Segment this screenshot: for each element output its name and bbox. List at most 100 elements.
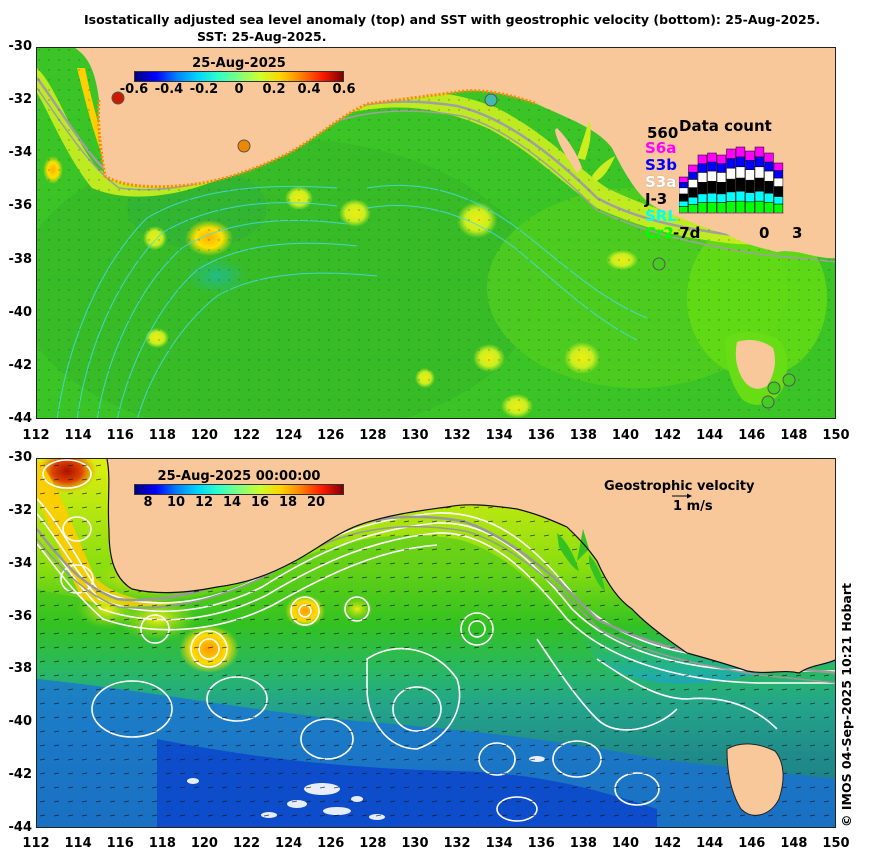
x-tick-label: 112 — [22, 428, 50, 443]
y-tick-label: -34 — [8, 555, 33, 571]
sea-level-anomaly-map[interactable]: 25-Aug-2025 -0.6 -0.4 -0.2 0 0.2 0.4 0.6 Data … — [36, 47, 836, 419]
x-tick-label: 116 — [106, 836, 134, 851]
sst-colorbar: 25-Aug-2025 00:00:00 8 10 12 14 16 18 20 — [134, 469, 344, 511]
data-count-bar-segment — [745, 201, 755, 214]
y-tick-label: -42 — [8, 767, 33, 783]
velocity-legend-scale: 1 m/s — [673, 499, 713, 514]
figure-title: Isostatically adjusted sea level anomaly… — [84, 12, 821, 27]
satellite-label: S6a — [645, 139, 677, 157]
data-count-bar-segment — [688, 171, 698, 180]
x-tick-label: 122 — [232, 428, 261, 443]
data-count-bar-segment — [707, 180, 717, 194]
data-count-bar-segment — [754, 190, 765, 202]
colorbar-tick-label: -0.6 — [119, 82, 149, 97]
x-tick-label: 134 — [485, 428, 513, 443]
data-count-bar-segment — [707, 152, 717, 163]
x-tick-label: 128 — [359, 836, 387, 851]
colorbar-tick-label: 18 — [278, 495, 298, 510]
y-tick-label: -44 — [8, 820, 33, 835]
x-tick-label: 130 — [401, 428, 429, 443]
data-count-bar-segment — [754, 177, 765, 192]
colorbar-tick-label: 16 — [250, 495, 270, 510]
data-count-bar-segment — [745, 150, 755, 161]
sst-colorbar-gradient — [134, 484, 344, 495]
colorbar-tick-label: 12 — [194, 495, 214, 510]
y-tick-label: -38 — [8, 251, 33, 267]
colorbar-tick-label: -0.4 — [154, 82, 184, 97]
y-tick-label: -34 — [8, 145, 33, 161]
data-count-bar-segment — [707, 201, 717, 214]
data-count-xlabel-end: 3 — [792, 224, 803, 242]
colorbar-tick-label: 0.6 — [332, 82, 356, 97]
sst-velocity-map[interactable]: 25-Aug-2025 00:00:00 8 10 12 14 16 18 20 — [36, 458, 836, 828]
data-count-bar-segment — [764, 170, 774, 182]
sla-colorbar-gradient — [134, 71, 344, 82]
data-count-bar-segment — [697, 182, 708, 195]
data-count-bar-segment — [679, 176, 689, 183]
colorbar-tick-label: 8 — [143, 495, 153, 510]
sla-colorbar-labels: -0.6 -0.4 -0.2 0 0.2 0.4 0.6 — [120, 82, 356, 98]
data-count-bar-segment — [764, 152, 774, 163]
sla-colorbar: 25-Aug-2025 -0.6 -0.4 -0.2 0 0.2 0.4 0.6 — [120, 56, 356, 98]
y-tick-label: -30 — [8, 450, 33, 465]
data-count-bar-segment — [697, 154, 708, 164]
data-count-bar-segment — [707, 192, 717, 203]
data-count-legend: Data count 560 S6a S3b S3a J-3 SRL Cr2 -7d 0 … — [645, 117, 815, 242]
x-tick-label: 138 — [569, 836, 597, 851]
data-count-bar-segment — [754, 146, 765, 158]
x-tick-label: 126 — [317, 836, 345, 851]
x-tick-label: 148 — [780, 428, 808, 443]
data-count-bar-segment — [697, 172, 708, 183]
credit-text: © IMOS 04-Sep-2025 10:21 Hobart — [839, 583, 854, 827]
satellite-label: S3a — [645, 173, 677, 191]
data-count-bar-segment — [745, 160, 755, 170]
x-tick-label: 134 — [485, 836, 513, 851]
colorbar-tick-label: 10 — [166, 495, 186, 510]
data-count-bar-segment — [679, 193, 689, 202]
data-count-bar-segment — [697, 193, 708, 203]
x-tick-label: 120 — [190, 428, 218, 443]
x-tick-label: 126 — [317, 428, 345, 443]
data-count-bar-segment — [735, 190, 746, 202]
sst-colorbar-title: 25-Aug-2025 00:00:00 — [157, 469, 321, 484]
data-count-bar-segment — [745, 192, 755, 203]
x-tick-label: 146 — [738, 836, 766, 851]
y-tick-label: -32 — [8, 502, 33, 518]
velocity-scale-arrow-icon — [672, 493, 692, 499]
colorbar-tick-label: 0.2 — [262, 82, 286, 97]
data-count-bar-segment — [764, 201, 774, 214]
data-count-bar-segment — [764, 192, 774, 203]
data-count-bar-segment — [697, 202, 708, 214]
data-count-bar-segment — [735, 200, 746, 214]
data-count-bar-segment — [716, 163, 727, 173]
colorbar-tick-label: 0.4 — [297, 82, 321, 97]
x-tick-label: 146 — [738, 428, 766, 443]
x-tick-label: 150 — [822, 428, 850, 443]
y-tick-label: -36 — [8, 198, 33, 214]
x-tick-label: 118 — [148, 428, 176, 443]
data-count-bar-segment — [688, 164, 698, 173]
colorbar-tick-label: 0 — [234, 82, 244, 97]
x-tick-label: 140 — [611, 836, 640, 851]
y-tick-label: -38 — [8, 661, 33, 677]
data-count-bar-segment — [726, 191, 736, 202]
data-count-bar-segment — [735, 156, 746, 168]
x-tick-label: 120 — [190, 836, 218, 851]
data-count-bar-segment — [754, 166, 765, 179]
x-tick-label: 114 — [64, 836, 92, 851]
data-count-bars — [679, 146, 784, 214]
data-count-bar-segment — [735, 146, 746, 158]
x-tick-label: 132 — [443, 428, 471, 443]
data-count-bar-segment — [773, 186, 784, 197]
x-tick-label: 138 — [569, 428, 597, 443]
data-count-bar-segment — [679, 182, 689, 189]
y-tick-label: -32 — [8, 92, 33, 108]
data-count-bar-segment — [773, 196, 784, 205]
x-tick-label: 124 — [275, 836, 303, 851]
data-count-bar-segment — [679, 206, 689, 214]
x-tick-label: 136 — [527, 428, 555, 443]
x-tick-label: 132 — [443, 836, 471, 851]
x-tick-label: 142 — [654, 428, 682, 443]
data-count-bar-segment — [679, 187, 689, 195]
colorbar-tick-label: 20 — [306, 495, 326, 510]
